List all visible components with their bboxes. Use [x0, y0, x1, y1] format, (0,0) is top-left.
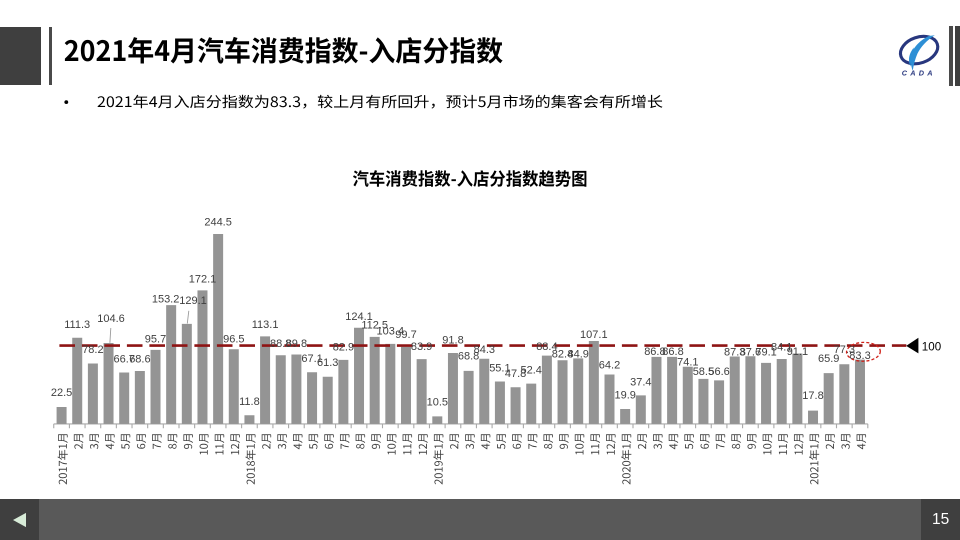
svg-text:11.8: 11.8 — [239, 396, 260, 408]
svg-text:244.5: 244.5 — [204, 216, 232, 228]
svg-text:47.8: 47.8 — [505, 368, 526, 380]
svg-text:87.6: 87.6 — [740, 346, 761, 358]
svg-text:104.6: 104.6 — [97, 313, 125, 325]
svg-text:111.3: 111.3 — [64, 319, 90, 331]
svg-text:172.1: 172.1 — [189, 274, 217, 286]
svg-text:19.9: 19.9 — [614, 389, 635, 401]
svg-text:82.9: 82.9 — [333, 341, 354, 353]
svg-text:153.2: 153.2 — [152, 293, 180, 305]
svg-text:66.7: 66.7 — [113, 353, 134, 365]
svg-text:86.8: 86.8 — [662, 346, 683, 358]
svg-text:17.8: 17.8 — [802, 390, 823, 402]
svg-text:91.1: 91.1 — [787, 346, 808, 358]
svg-text:22.5: 22.5 — [51, 387, 72, 399]
svg-text:74.1: 74.1 — [677, 356, 698, 368]
svg-text:88.4: 88.4 — [536, 341, 557, 353]
svg-text:88.8: 88.8 — [270, 338, 291, 350]
svg-text:58.5: 58.5 — [693, 366, 714, 378]
svg-text:78.2: 78.2 — [82, 344, 103, 356]
svg-text:107.1: 107.1 — [580, 329, 608, 341]
svg-text:87.3: 87.3 — [724, 346, 745, 358]
svg-text:84.9: 84.9 — [567, 349, 588, 361]
svg-text:82.4: 82.4 — [552, 349, 573, 361]
svg-text:95.7: 95.7 — [145, 333, 166, 345]
svg-text:86.8: 86.8 — [644, 346, 665, 358]
svg-text:96.5: 96.5 — [223, 333, 244, 345]
svg-text:91.8: 91.8 — [442, 334, 463, 346]
svg-text:CADA: CADA — [902, 68, 936, 77]
svg-text:65.9: 65.9 — [818, 353, 839, 365]
svg-text:79.1: 79.1 — [755, 346, 776, 358]
svg-text:64.2: 64.2 — [599, 360, 620, 372]
svg-text:103.4: 103.4 — [377, 326, 405, 338]
svg-text:56.6: 56.6 — [708, 366, 729, 378]
svg-text:113.1: 113.1 — [252, 319, 279, 331]
svg-text:55.1: 55.1 — [489, 362, 510, 374]
svg-text:99.7: 99.7 — [395, 329, 416, 341]
svg-text:83.3: 83.3 — [849, 350, 870, 362]
svg-text:61.3: 61.3 — [317, 357, 338, 369]
svg-text:100: 100 — [922, 340, 941, 353]
svg-text:37.4: 37.4 — [630, 377, 651, 389]
svg-text:68.6: 68.6 — [129, 353, 150, 365]
svg-text:112.5: 112.5 — [361, 320, 388, 332]
svg-text:84.3: 84.3 — [474, 344, 495, 356]
svg-text:89.8: 89.8 — [286, 338, 307, 350]
svg-text:129.1: 129.1 — [179, 295, 207, 307]
svg-text:52.4: 52.4 — [520, 364, 541, 376]
svg-text:10.5: 10.5 — [427, 397, 448, 409]
svg-text:124.1: 124.1 — [345, 311, 373, 323]
svg-text:67.1: 67.1 — [301, 353, 322, 365]
svg-text:83.9: 83.9 — [411, 341, 432, 353]
svg-text:84.1: 84.1 — [771, 342, 792, 354]
svg-text:68.8: 68.8 — [458, 351, 479, 363]
